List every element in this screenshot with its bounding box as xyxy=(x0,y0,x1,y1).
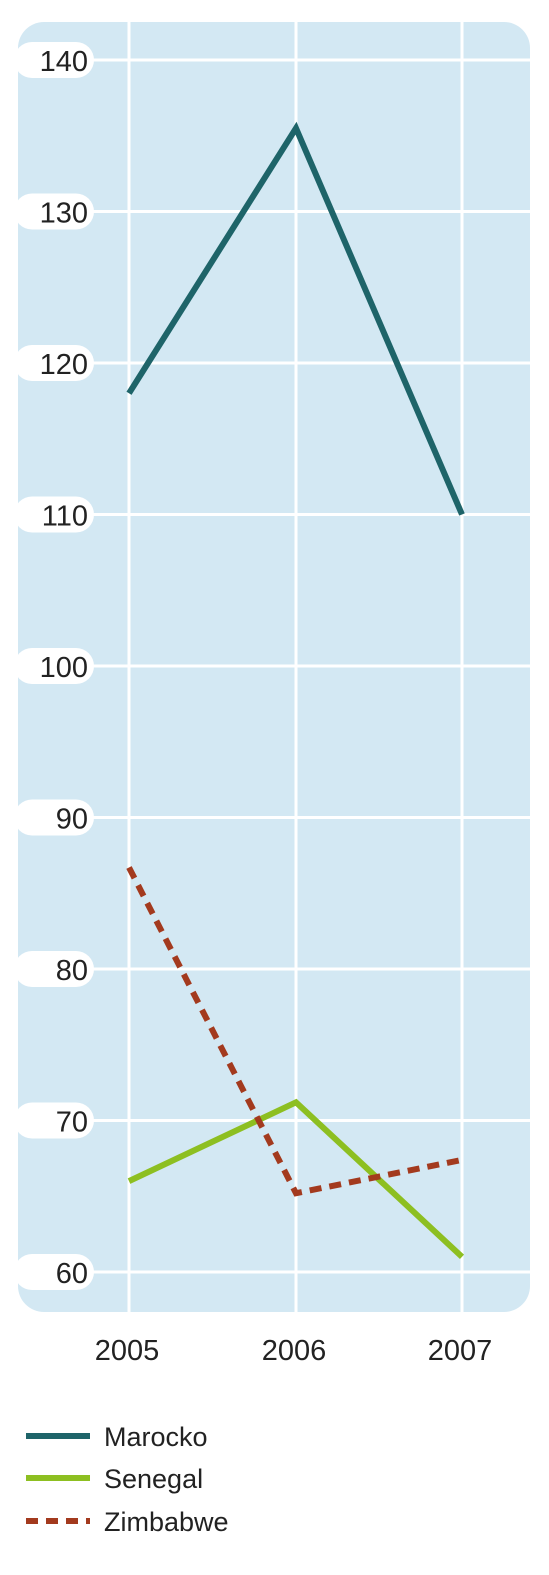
series-lines xyxy=(126,121,465,1260)
x-tick-label: 2007 xyxy=(428,1335,493,1367)
y-tick-label-background xyxy=(14,1254,94,1290)
x-tick-label: 2006 xyxy=(262,1335,327,1367)
x-tick-label: 2005 xyxy=(95,1335,160,1367)
legend: Marocko Senegal Zimbabwe xyxy=(26,1422,229,1537)
y-tick-label: 140 xyxy=(40,46,88,78)
y-axis-tick-labels: 60 70 80 90 100 110 120 130 140 xyxy=(14,42,94,1290)
y-tick-label: 60 xyxy=(56,1258,88,1290)
y-tick-label: 110 xyxy=(42,501,88,533)
x-axis-tick-labels: 2005 2006 2007 xyxy=(95,1335,493,1367)
y-tick-label-background xyxy=(14,42,94,78)
y-tick-label: 120 xyxy=(40,349,88,381)
legend-label-marocko: Marocko xyxy=(104,1422,208,1452)
y-tick-label-background xyxy=(14,1102,94,1139)
y-tick-label: 130 xyxy=(40,198,88,230)
y-tick-label-background xyxy=(14,496,94,533)
series-line-marocko xyxy=(126,121,465,516)
y-tick-label-background xyxy=(14,193,94,230)
series-line-senegal xyxy=(127,1098,465,1260)
y-tick-label: 100 xyxy=(40,652,88,684)
y-tick-label: 80 xyxy=(56,955,88,987)
y-tick-label-background xyxy=(14,951,94,987)
series-line-zimbabwe xyxy=(126,866,463,1197)
y-tick-label: 90 xyxy=(56,804,88,836)
y-tick-label: 70 xyxy=(56,1107,88,1139)
y-tick-label-background xyxy=(14,345,94,381)
legend-label-senegal: Senegal xyxy=(104,1464,203,1494)
y-tick-label-background xyxy=(14,799,94,836)
legend-label-zimbabwe: Zimbabwe xyxy=(104,1507,229,1537)
y-tick-label-background xyxy=(14,648,94,684)
